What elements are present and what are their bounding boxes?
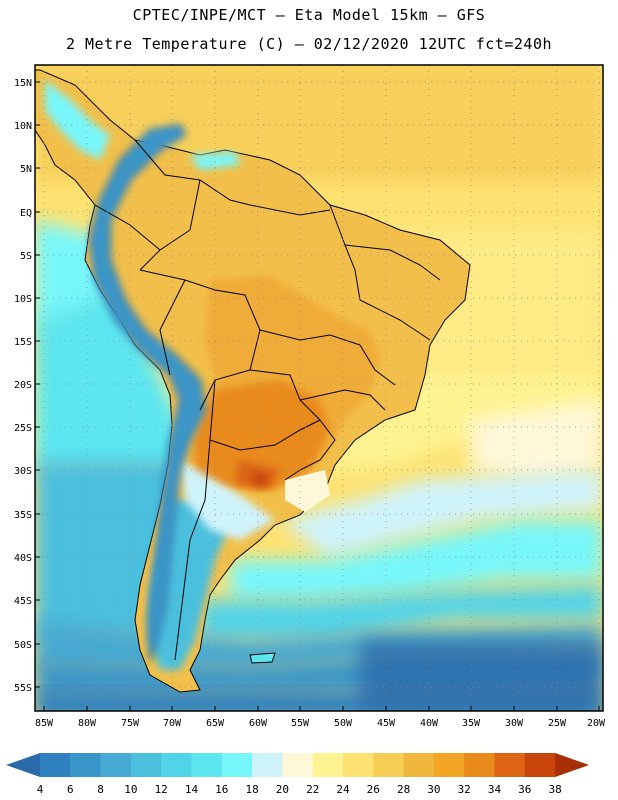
map-frame [34, 64, 604, 712]
colorbar-swatch [221, 753, 253, 777]
colorbar-label: 16 [215, 783, 229, 796]
lon-label: 40W [420, 718, 439, 729]
lat-label: 15S [14, 337, 32, 348]
colorbar-swatch [70, 753, 102, 777]
lon-label: 35W [462, 718, 481, 729]
colorbar-swatch [373, 753, 405, 777]
lat-label: 30S [14, 466, 32, 477]
colorbar-label: 20 [275, 783, 290, 796]
colorbar-swatch [433, 753, 465, 777]
lon-label: 70W [163, 718, 182, 729]
temperature-map: 15N 10N 5N EQ 5S 10S 15S 20S 25S 30S 35S… [14, 64, 606, 729]
colorbar-label: 34 [487, 783, 502, 796]
colorbar-swatch [40, 753, 71, 777]
temperature-field [35, 65, 603, 711]
lon-label: 25W [548, 718, 567, 729]
country-borders [94, 139, 441, 661]
colorbar-swatch [191, 753, 223, 777]
lon-label: 45W [377, 718, 396, 729]
colorbar-swatch [100, 753, 132, 777]
colorbar-label: 12 [154, 783, 168, 796]
map-title-line-1: CPTEC/INPE/MCT – Eta Model 15km – GFS [132, 6, 486, 24]
colorbar-label: 28 [396, 783, 411, 796]
colorbar-swatch [252, 753, 283, 777]
lon-label: 30W [505, 718, 524, 729]
lat-label: EQ [20, 208, 32, 219]
lon-label: 80W [78, 718, 97, 729]
colorbar-swatch [161, 753, 193, 777]
colorbar-swatch [312, 753, 344, 777]
lat-label: 50S [14, 640, 32, 651]
colorbar-label: 6 [66, 783, 74, 796]
colorbar-label: 32 [457, 783, 471, 796]
lat-label: 25S [14, 423, 32, 434]
colorbar-label: 26 [366, 783, 380, 796]
lat-label: 10S [14, 294, 32, 305]
colorbar-swatch [343, 753, 374, 777]
temperature-colorbar [6, 753, 590, 777]
colorbar-arrow-max [555, 753, 590, 777]
colorbar-label: 24 [336, 783, 350, 796]
lat-label: 35S [14, 510, 32, 521]
colorbar-label: 18 [245, 783, 259, 796]
colorbar-label: 10 [124, 783, 138, 796]
colorbar-swatch [494, 753, 526, 777]
colorbar-label: 8 [97, 783, 104, 796]
lon-label: 20W [587, 718, 606, 729]
colorbar-label: 36 [518, 783, 532, 796]
lat-label: 5N [20, 164, 32, 175]
lat-label: 20S [14, 380, 32, 391]
colorbar-swatch [403, 753, 435, 777]
lat-label: 10N [14, 121, 32, 132]
lat-label: 55S [14, 683, 32, 694]
colorbar-label: 38 [548, 783, 562, 796]
lon-label: 55W [291, 718, 310, 729]
axis-ticks [35, 81, 600, 711]
colorbar-swatch [524, 753, 556, 777]
lat-label: 5S [20, 251, 32, 262]
lat-label: 40S [14, 553, 32, 564]
colorbar-swatch [282, 753, 314, 777]
colorbar-swatch [464, 753, 496, 777]
lon-label: 50W [334, 718, 353, 729]
colorbar-swatch [130, 753, 162, 777]
lon-label: 85W [35, 718, 54, 729]
map-title-line-2: 2 Metre Temperature (C) – 02/12/2020 12U… [65, 35, 553, 53]
lon-label: 75W [121, 718, 140, 729]
lon-label: 60W [249, 718, 268, 729]
colorbar-label: 30 [427, 783, 441, 796]
lon-label: 65W [206, 718, 225, 729]
colorbar-arrow-min [6, 753, 40, 777]
lat-label: 45S [14, 596, 32, 607]
colorbar-label: 14 [184, 783, 199, 796]
lat-label: 15N [14, 78, 32, 89]
colorbar-label: 4 [36, 783, 44, 796]
colorbar-label: 22 [306, 783, 320, 796]
